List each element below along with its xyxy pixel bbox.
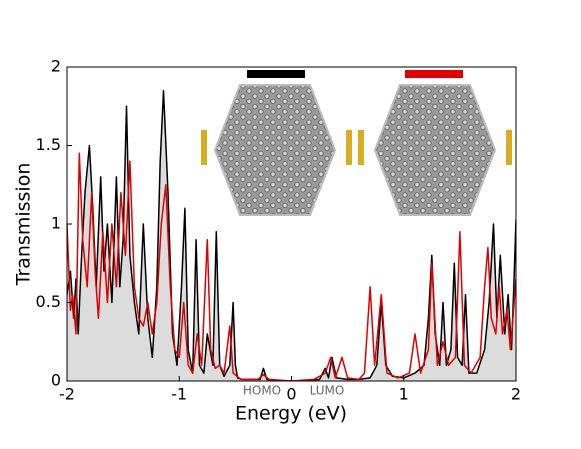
x-tick-label: 0 [286,385,296,404]
plot-area [67,89,516,381]
molecule [213,84,337,216]
y-tick-label: 1 [51,214,61,233]
color-key [405,70,463,78]
x-tick-label: 1 [399,385,409,404]
molecule [373,84,497,216]
x-tick-label: -1 [171,385,187,404]
x-tick-label: -2 [59,385,75,404]
y-axis-label: Transmission [13,163,35,287]
area [67,90,516,381]
x-axis-label: Energy (eV) [235,403,347,425]
y-tick-label: 2 [51,57,61,76]
electrode [346,130,352,165]
electrode [506,130,512,165]
electrode [201,130,207,165]
annotation: HOMO [243,384,281,398]
y-tick-label: 0 [51,371,61,390]
annotation: LUMO [310,384,345,398]
y-tick-label: 1.5 [36,135,61,154]
line [67,152,516,381]
x-tick-label: 2 [511,385,521,404]
electrode [358,130,364,165]
inset-molecules [201,70,512,216]
y-tick-label: 0.5 [36,292,61,311]
color-key [247,70,305,78]
